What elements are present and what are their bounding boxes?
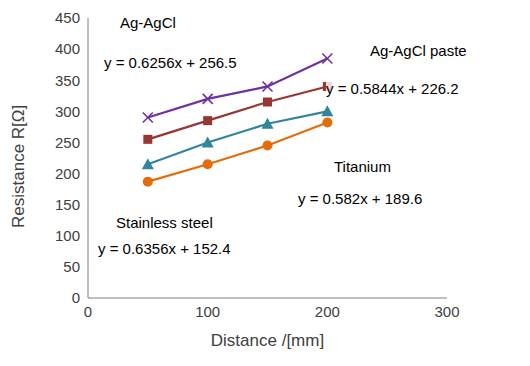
svg-text:200: 200 [55,165,80,182]
html-text:Ag-AgCl: Ag-AgCl [120,14,176,31]
svg-text:0: 0 [84,303,92,320]
svg-text:300: 300 [434,303,459,320]
svg-text:450: 450 [55,9,80,26]
svg-text:Resistance R[Ω]: Resistance R[Ω] [9,105,28,228]
svg-text:250: 250 [55,134,80,151]
svg-text:50: 50 [63,258,80,275]
svg-text:100: 100 [195,303,220,320]
svg-text:100: 100 [55,227,80,244]
svg-text:150: 150 [55,196,80,213]
html-text:Stainless steel: Stainless steel [116,214,213,231]
svg-text:400: 400 [55,40,80,57]
html-text:y = 0.6256x + 256.5: y = 0.6256x + 256.5 [104,54,237,71]
svg-text:200: 200 [315,303,340,320]
svg-text:350: 350 [55,72,80,89]
svg-text:0: 0 [72,289,80,306]
html-text:Titanium: Titanium [334,158,391,175]
html-text:y = 0.6356x + 152.4: y = 0.6356x + 152.4 [98,240,231,257]
svg-text:Distance /[mm]: Distance /[mm] [211,331,324,350]
svg-text:300: 300 [55,103,80,120]
html-text:Ag-AgCl paste: Ag-AgCl paste [370,42,467,59]
html-text:y = 0.5844x + 226.2: y = 0.5844x + 226.2 [326,80,459,97]
html-text:y = 0.582x + 189.6: y = 0.582x + 189.6 [298,190,423,207]
